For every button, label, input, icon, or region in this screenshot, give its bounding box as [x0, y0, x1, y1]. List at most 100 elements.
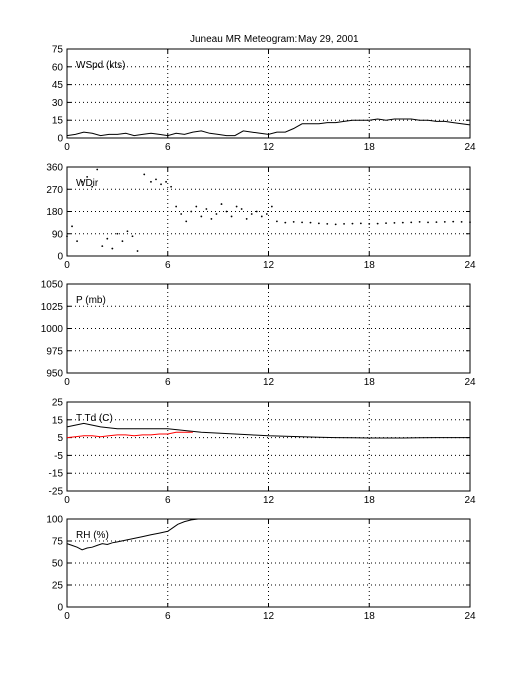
- panel-2-series-1-point: [265, 213, 268, 215]
- panel-2-series-1-point: [96, 168, 99, 171]
- panel-5-xtick-label: 24: [464, 611, 476, 622]
- panel-1-xtick-label: 24: [464, 142, 476, 153]
- panel-3-xtick-label: 24: [464, 377, 476, 388]
- panel-2-series-1-point: [230, 215, 233, 218]
- panel-4-label: T Td (C): [76, 413, 113, 424]
- panel-5-ytick-label: 0: [57, 603, 63, 614]
- panel-1-ytick-label: 45: [52, 80, 64, 91]
- panel-3-ytick-label: 975: [46, 346, 63, 357]
- panel-5-xtick-label: 6: [165, 611, 171, 622]
- panel-3-xtick-label: 18: [364, 377, 376, 388]
- panel-2-series-1-point: [418, 220, 421, 223]
- panel-2-series-1-point: [469, 221, 471, 224]
- panel-2-series-1-point: [245, 218, 248, 220]
- panel-2-series-1-point: [255, 210, 258, 213]
- panel-2-series-1-point: [284, 221, 287, 224]
- panel-1-ytick-label: 30: [52, 98, 64, 109]
- panel-1-xtick-label: 18: [364, 142, 376, 153]
- panel-1-label: WSpd (kts): [76, 60, 125, 71]
- panel-2-series-1-point: [410, 221, 413, 224]
- panel-1-ytick-label: 60: [52, 62, 64, 73]
- panel-2-ytick-label: 0: [57, 252, 63, 263]
- panel-2-series-1-point: [334, 223, 337, 226]
- panel-5-xtick-label: 12: [263, 611, 275, 622]
- panel-2-series-1-point: [155, 178, 157, 181]
- panel-2-series-1-point: [71, 225, 73, 228]
- panel-2-ytick-label: 360: [46, 163, 63, 174]
- panel-2-series-1-point: [317, 222, 320, 225]
- panel-2-series-1-point: [101, 245, 104, 248]
- panel-2-series-1-point: [393, 221, 396, 224]
- panel-2-series-1-point: [66, 235, 68, 238]
- panel-2-series-1-point: [250, 213, 253, 215]
- panel-4-ytick-label: 5: [57, 433, 63, 444]
- panel-2-xtick-label: 18: [364, 260, 376, 271]
- panel-2-series-1-point: [160, 183, 162, 186]
- panel-2-series-1-point: [270, 205, 273, 208]
- panel-3-xtick-label: 6: [165, 377, 171, 388]
- panel-2-series-1-point: [443, 220, 446, 223]
- panel-2-series-1-point: [111, 247, 114, 250]
- panel-2-series-1-point: [150, 180, 152, 183]
- panel-5-xtick-label: 0: [64, 611, 70, 622]
- panel-3-ytick-label: 1000: [41, 324, 64, 335]
- panel-5-ytick-label: 100: [46, 515, 63, 526]
- panel-2-series-1-point: [427, 221, 429, 224]
- panel-2-series-1-point: [175, 205, 178, 208]
- panel-2-series-1-point: [195, 205, 198, 208]
- panel-4-series-2-line: [66, 431, 193, 439]
- panel-4-ytick-label: -25: [49, 487, 64, 498]
- panel-2-series-1-point: [200, 215, 203, 218]
- panel-4-xtick-label: 18: [364, 495, 376, 506]
- panel-2-series-1-point: [359, 222, 362, 225]
- panel-1-xtick-label: 0: [64, 142, 70, 153]
- panel-2-series-1-point: [343, 222, 345, 225]
- panel-2-series-1-point: [121, 240, 124, 243]
- panel-2-series-1-point: [240, 208, 243, 210]
- panel-2-series-1-point: [368, 222, 371, 225]
- panel-4-ytick-label: -15: [49, 469, 64, 480]
- panel-2-ytick-label: 90: [52, 229, 64, 240]
- panel-4-ytick-label: 25: [52, 398, 64, 409]
- panel-2-series-1-point: [376, 222, 379, 225]
- panel-2-series-1-point: [76, 240, 78, 243]
- panel-5-ytick-label: 25: [52, 581, 64, 592]
- panel-2-series-1-point: [460, 220, 463, 223]
- chart-title-date: May 29, 2001: [298, 34, 359, 45]
- panel-2-series-1-point: [351, 222, 354, 225]
- panel-2-series-1-point: [260, 215, 263, 218]
- panel-1-ytick-label: 0: [57, 134, 63, 145]
- panel-2-series-1-point: [215, 213, 218, 215]
- panel-3-ytick-label: 950: [46, 369, 63, 380]
- panel-1-xtick-label: 6: [165, 142, 171, 153]
- panel-3-ytick-label: 1025: [41, 302, 64, 313]
- panel-2-series-1-point: [435, 221, 438, 224]
- panel-2-series-1-point: [86, 175, 89, 178]
- panel-3-xtick-label: 12: [263, 377, 275, 388]
- panel-5-xtick-label: 18: [364, 611, 376, 622]
- panel-5-ytick-label: 75: [52, 537, 64, 548]
- panel-2-series-1-point: [126, 230, 129, 233]
- panel-2-series-1-point: [326, 222, 329, 225]
- panel-2-series-1-point: [301, 221, 303, 224]
- panel-2-xtick-label: 0: [64, 260, 70, 271]
- panel-3-label: P (mb): [76, 295, 106, 306]
- panel-2-label: WDir: [76, 178, 99, 189]
- panel-1-xtick-label: 12: [263, 142, 275, 153]
- panel-2-series-1-point: [136, 250, 139, 252]
- panel-2-series-1-point: [292, 220, 295, 223]
- panel-2-series-1-point: [401, 221, 404, 224]
- panel-2-xtick-label: 12: [263, 260, 275, 271]
- panel-5-label: RH (%): [76, 530, 109, 541]
- panel-4-ytick-label: -5: [54, 451, 63, 462]
- panel-1-ytick-label: 75: [52, 45, 64, 56]
- panel-2-series-1-point: [143, 173, 146, 176]
- panel-2-series-1-point: [165, 180, 167, 183]
- panel-2-series-1-point: [210, 218, 213, 220]
- panel-2-series-1-point: [170, 185, 173, 188]
- panel-2-series-1-point: [309, 221, 312, 224]
- panel-4-xtick-label: 12: [263, 495, 275, 506]
- panel-2-series-1-point: [81, 180, 84, 183]
- panel-3-xtick-label: 0: [64, 377, 70, 388]
